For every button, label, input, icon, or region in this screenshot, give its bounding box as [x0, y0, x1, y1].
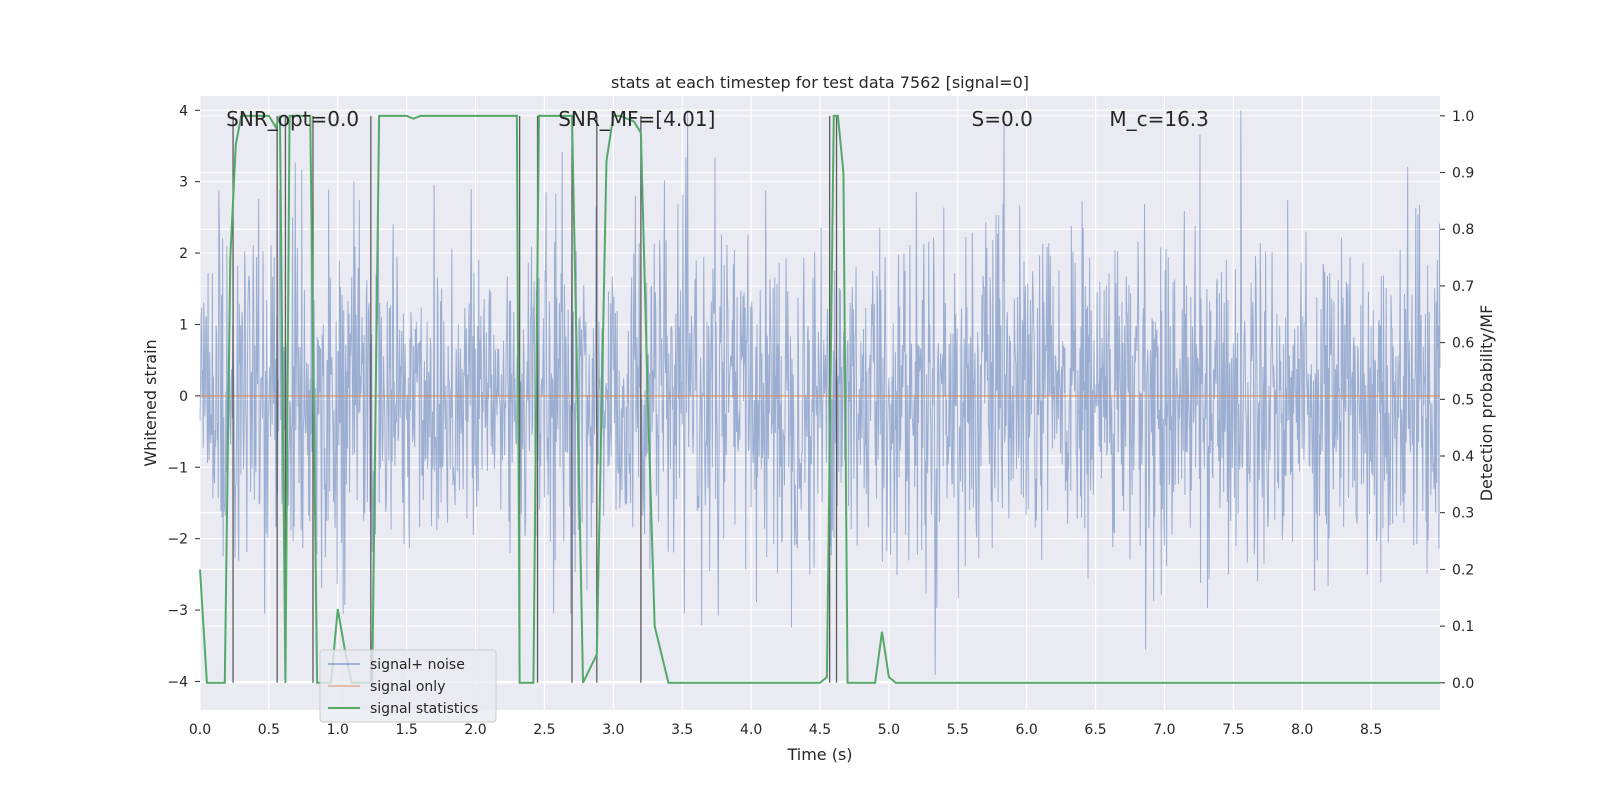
- y2-tick-label: 0.6: [1452, 336, 1474, 352]
- x-tick-label: 6.0: [1016, 722, 1038, 738]
- y2-tick-label: 0.4: [1452, 449, 1474, 465]
- signal-statistics-line: [199, 114, 1440, 684]
- y-tick-label: 4: [179, 103, 188, 119]
- y2-tick-label: 1.0: [1452, 109, 1474, 125]
- annotations: SNR_opt=0.0 SNR_MF=[4.01] S=0.0 M_c=16.3: [226, 107, 1209, 131]
- chart-title: stats at each timestep for test data 756…: [611, 73, 1029, 92]
- series-signal-statistics: [199, 114, 1440, 684]
- x-tick-label: 2.5: [533, 722, 555, 738]
- x-tick-label: 1.5: [396, 722, 418, 738]
- x-tick-label: 3.0: [602, 722, 624, 738]
- annotation-mc: M_c=16.3: [1109, 107, 1209, 131]
- series-signal-plus-noise: [199, 110, 1441, 675]
- x-tick-label: 3.5: [671, 722, 693, 738]
- x-tick-label: 4.5: [809, 722, 831, 738]
- y2-tick-label: 0.9: [1452, 166, 1474, 182]
- x-tick-label: 4.0: [740, 722, 762, 738]
- annotation-s-stat: S=0.0: [972, 107, 1033, 131]
- x-tick-label: 7.5: [1222, 722, 1244, 738]
- y2-tick-label: 0.1: [1452, 619, 1474, 635]
- legend: signal+ noise signal only signal statist…: [319, 649, 497, 723]
- y2-tick-label: 0.2: [1452, 562, 1474, 578]
- y-tick-label: 2: [179, 246, 188, 262]
- y-tick-label: −3: [167, 603, 188, 619]
- x-axis-ticks: 0.0 0.5 1.0 1.5 2.0 2.5 3.0 3.5 4.0 4.5 5.0 5.5 6.0 6…: [189, 722, 1382, 738]
- y-tick-label: −4: [167, 674, 188, 690]
- legend-label-signal-plus-noise: signal+ noise: [370, 657, 465, 673]
- y-axis-ticks: 4 3 2 1 0 −1 −2 −3 −4: [167, 103, 200, 690]
- legend-box: [319, 649, 497, 723]
- y2-tick-label: 0.5: [1452, 392, 1474, 408]
- x-tick-label: 5.5: [947, 722, 969, 738]
- x-tick-label: 1.0: [327, 722, 349, 738]
- y2-axis-label: Detection probability/MF: [1477, 305, 1496, 502]
- y2-tick-label: 0.7: [1452, 279, 1474, 295]
- x-tick-label: 0.0: [189, 722, 211, 738]
- y2-tick-label: 0.3: [1452, 506, 1474, 522]
- x-tick-label: 6.5: [1084, 722, 1106, 738]
- x-tick-label: 8.5: [1360, 722, 1382, 738]
- signal-plus-noise-line: [199, 110, 1441, 675]
- y2-tick-label: 0.8: [1452, 222, 1474, 238]
- y2-axis-ticks: 1.0 0.9 0.8 0.7 0.6 0.5 0.4 0.3 0.2 0.1 0.0: [1440, 109, 1474, 692]
- legend-label-signal-statistics: signal statistics: [370, 701, 478, 717]
- annotation-snr-mf: SNR_MF=[4.01]: [558, 107, 715, 131]
- x-axis-label: Time (s): [786, 745, 852, 764]
- x-tick-label: 2.0: [464, 722, 486, 738]
- annotation-snr-opt: SNR_opt=0.0: [226, 107, 359, 131]
- y-tick-label: 1: [179, 317, 188, 333]
- x-tick-label: 0.5: [258, 722, 280, 738]
- x-tick-label: 5.0: [878, 722, 900, 738]
- x-tick-label: 7.0: [1153, 722, 1175, 738]
- y-tick-label: 0: [179, 389, 188, 405]
- y-tick-label: 3: [179, 175, 188, 191]
- y2-tick-label: 0.0: [1452, 676, 1474, 692]
- y-axis-label: Whitened strain: [141, 339, 160, 466]
- y-tick-label: −2: [167, 532, 188, 548]
- legend-label-signal-only: signal only: [370, 679, 445, 695]
- y-tick-label: −1: [167, 460, 188, 476]
- x-tick-label: 8.0: [1291, 722, 1313, 738]
